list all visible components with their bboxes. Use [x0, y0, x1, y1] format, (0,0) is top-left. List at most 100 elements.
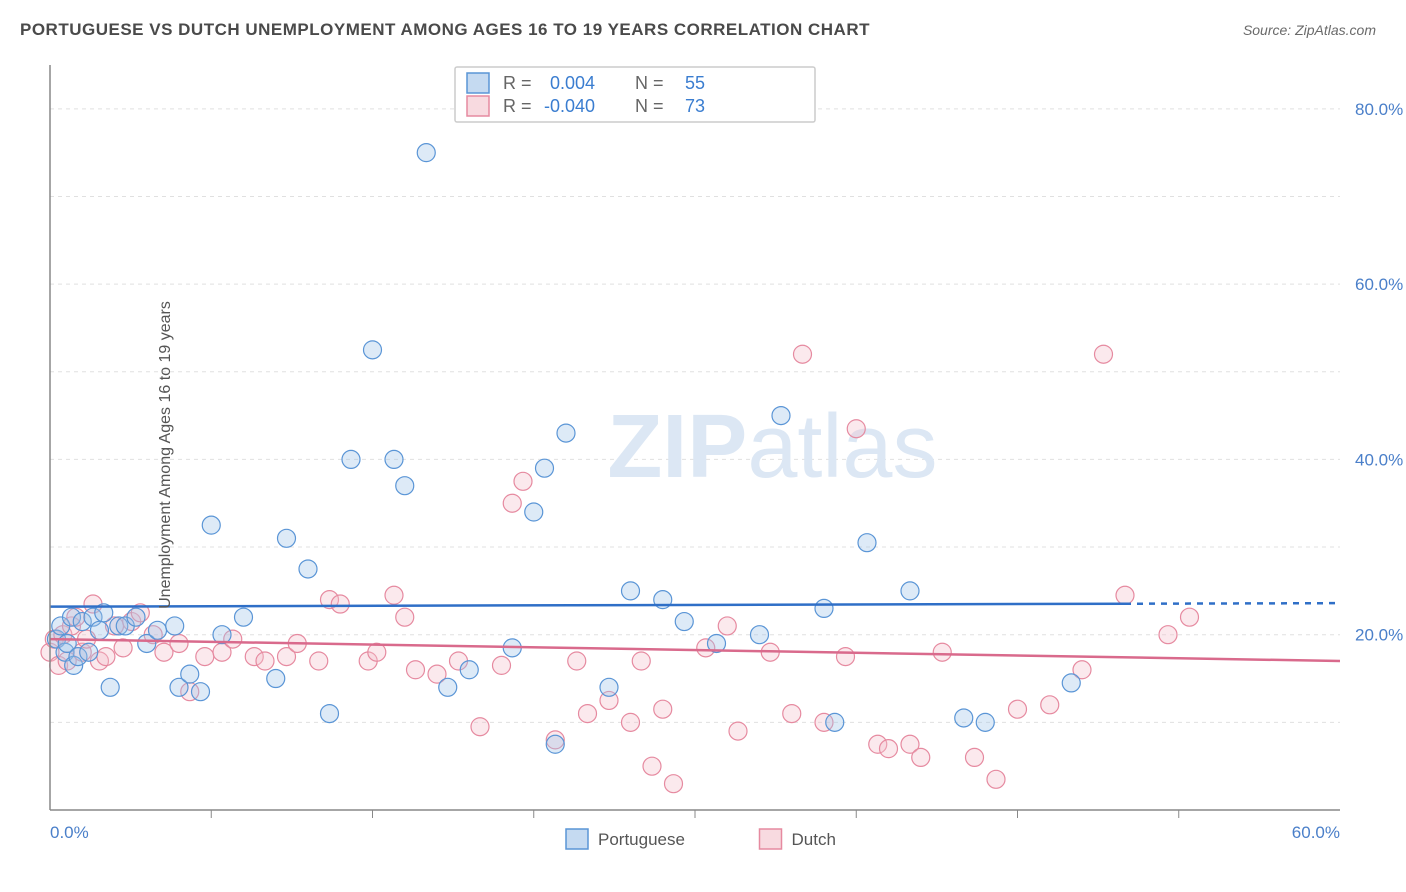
data-point — [933, 643, 951, 661]
series-legend: Portuguese Dutch — [566, 829, 836, 849]
data-point — [729, 722, 747, 740]
data-point — [80, 643, 98, 661]
data-point — [299, 560, 317, 578]
data-point — [97, 648, 115, 666]
data-point — [976, 713, 994, 731]
data-point — [847, 420, 865, 438]
data-point — [837, 648, 855, 666]
svg-text:N =: N = — [635, 73, 664, 93]
data-point — [546, 735, 564, 753]
data-point — [321, 705, 339, 723]
data-point — [826, 713, 844, 731]
data-point — [579, 705, 597, 723]
data-point — [880, 740, 898, 758]
data-point — [127, 608, 145, 626]
data-point — [149, 621, 167, 639]
data-point — [471, 718, 489, 736]
y-tick-label: 20.0% — [1355, 626, 1403, 645]
scatter-chart-svg: ZIPatlas0.0%60.0%20.0%40.0%60.0%80.0%R =… — [0, 55, 1406, 875]
data-point — [278, 529, 296, 547]
data-point — [568, 652, 586, 670]
data-point — [407, 661, 425, 679]
data-point — [912, 748, 930, 766]
data-point — [90, 621, 108, 639]
data-point — [1009, 700, 1027, 718]
data-point — [1062, 674, 1080, 692]
data-point — [196, 648, 214, 666]
data-point — [772, 407, 790, 425]
data-point — [310, 652, 328, 670]
data-point — [235, 608, 253, 626]
data-point — [460, 661, 478, 679]
data-point — [1159, 626, 1177, 644]
data-point — [665, 775, 683, 793]
data-point — [396, 608, 414, 626]
data-point — [1116, 586, 1134, 604]
data-point — [1095, 345, 1113, 363]
y-tick-label: 40.0% — [1355, 450, 1403, 469]
trendline-dutch — [50, 639, 1340, 661]
data-point — [396, 477, 414, 495]
y-tick-label: 80.0% — [1355, 100, 1403, 119]
data-point — [385, 450, 403, 468]
data-point — [202, 516, 220, 534]
data-point — [955, 709, 973, 727]
data-point — [417, 144, 435, 162]
data-point — [493, 656, 511, 674]
data-point — [654, 700, 672, 718]
svg-text:-0.040: -0.040 — [544, 96, 595, 116]
trendline-portuguese — [50, 604, 1125, 607]
data-point — [525, 503, 543, 521]
data-point — [622, 582, 640, 600]
data-point — [364, 341, 382, 359]
legend-label: Portuguese — [598, 830, 685, 849]
data-point — [439, 678, 457, 696]
chart-area: Unemployment Among Ages 16 to 19 years Z… — [0, 55, 1406, 855]
correlation-legend: R = 0.004 N = 55 R = -0.040 N = 73 — [455, 67, 815, 122]
data-point — [170, 634, 188, 652]
data-point — [256, 652, 274, 670]
y-axis-label: Unemployment Among Ages 16 to 19 years — [157, 301, 175, 609]
svg-text:N =: N = — [635, 96, 664, 116]
data-point — [815, 599, 833, 617]
data-point — [632, 652, 650, 670]
x-tick-label: 0.0% — [50, 823, 89, 842]
data-point — [643, 757, 661, 775]
data-point — [622, 713, 640, 731]
data-point — [858, 534, 876, 552]
data-point — [557, 424, 575, 442]
source-attribution: Source: ZipAtlas.com — [1243, 22, 1376, 38]
data-point — [751, 626, 769, 644]
data-point — [966, 748, 984, 766]
data-point — [101, 678, 119, 696]
svg-text:R =: R = — [503, 96, 532, 116]
data-point — [503, 494, 521, 512]
x-tick-label: 60.0% — [1292, 823, 1340, 842]
data-point — [181, 665, 199, 683]
data-point — [331, 595, 349, 613]
svg-text:73: 73 — [685, 96, 705, 116]
data-point — [385, 586, 403, 604]
data-point — [675, 613, 693, 631]
svg-text:0.004: 0.004 — [550, 73, 595, 93]
data-point — [166, 617, 184, 635]
data-point — [987, 770, 1005, 788]
data-point — [718, 617, 736, 635]
data-point — [794, 345, 812, 363]
data-point — [514, 472, 532, 490]
data-point — [901, 582, 919, 600]
data-point — [536, 459, 554, 477]
chart-title: PORTUGUESE VS DUTCH UNEMPLOYMENT AMONG A… — [20, 20, 870, 40]
data-point — [1041, 696, 1059, 714]
data-point — [192, 683, 210, 701]
data-point — [783, 705, 801, 723]
data-point — [600, 678, 618, 696]
data-point — [1181, 608, 1199, 626]
trendline-portuguese-dashed — [1125, 603, 1340, 604]
svg-text:55: 55 — [685, 73, 705, 93]
svg-text:R =: R = — [503, 73, 532, 93]
y-tick-label: 60.0% — [1355, 275, 1403, 294]
data-point — [267, 670, 285, 688]
data-point — [342, 450, 360, 468]
legend-label: Dutch — [792, 830, 836, 849]
